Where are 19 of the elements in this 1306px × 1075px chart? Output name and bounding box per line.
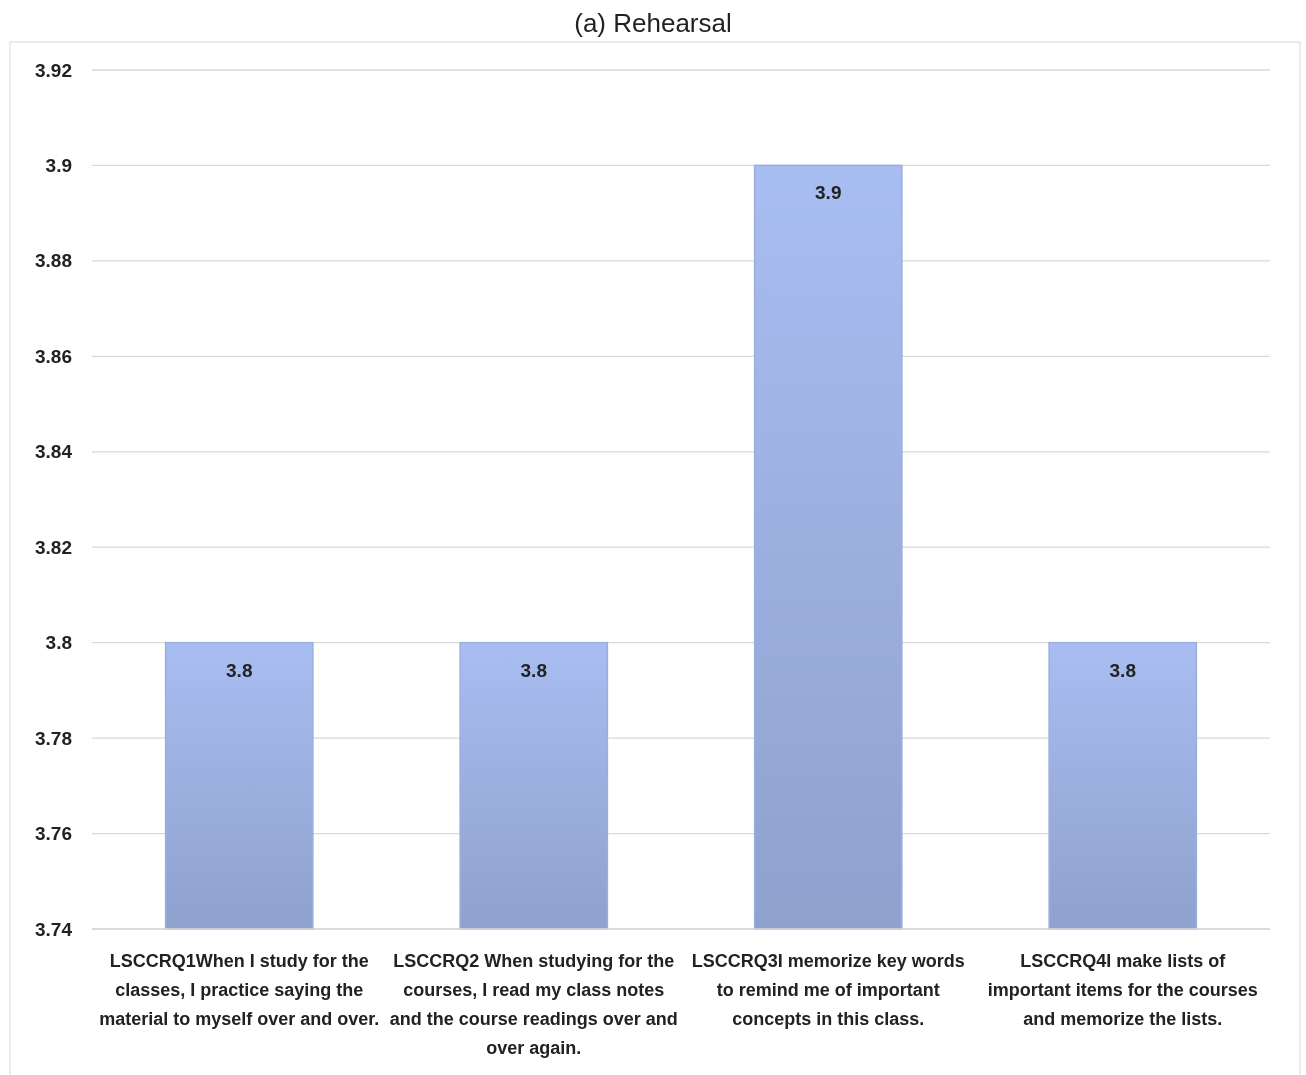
data-label: 3.8 [1109,659,1136,681]
y-tick-label: 3.84 [35,441,73,463]
data-label: 3.8 [520,659,547,681]
chart-title: (a) Rehearsal [574,8,732,38]
y-tick-label: 3.78 [35,727,72,749]
y-tick-label: 3.92 [35,59,72,81]
y-tick-label: 3.88 [35,250,72,272]
x-tick-label: LSCCRQ4I make lists of important items for the courses and memorize the lists. [987,951,1258,1029]
y-tick-label: 3.8 [45,632,72,654]
y-tick-label: 3.82 [35,536,72,558]
y-tick-label: 3.74 [35,918,73,940]
y-tick-label: 3.76 [35,823,72,845]
y-tick-label: 3.86 [35,345,72,367]
y-tick-label: 3.9 [45,155,72,177]
x-tick-label: LSCCRQ2 When studying for the courses, I read my class notes and the course readings over and over again. [389,951,678,1058]
x-tick-label: LSCCRQ3I memorize key words to remind me of important concepts in this class. [691,951,965,1029]
x-tick-label: LSCCRQ1When I study for the classes, I practice saying the material to myself over and over. [99,951,380,1029]
data-label: 3.8 [226,659,253,681]
data-label: 3.9 [815,182,842,204]
